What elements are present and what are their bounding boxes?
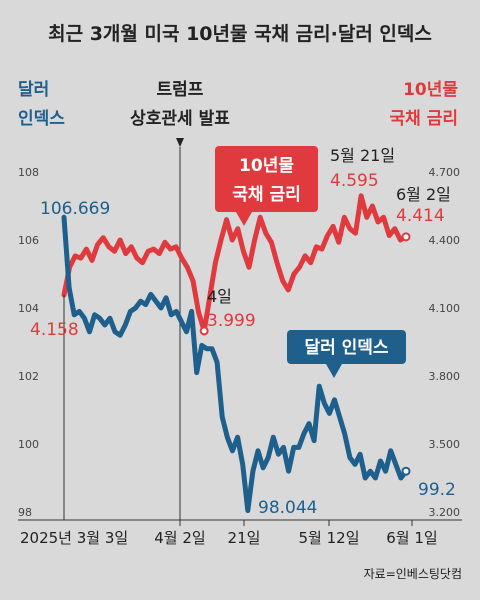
right-tick-label: 4.100 (429, 302, 461, 315)
rate-legend-box (215, 146, 318, 212)
left-tick-label: 98 (18, 506, 32, 519)
rate-low-label: 3.999 (207, 311, 256, 331)
event-label-line1: 트럼프 (157, 80, 204, 100)
rate-series-layer (61, 193, 411, 520)
right-tick-label: 4.400 (429, 234, 461, 247)
left-axis-label-line2: 인덱스 (18, 109, 65, 129)
rate-low-date: 4일 (207, 287, 232, 306)
left-tick-label: 108 (18, 166, 39, 179)
left-tick-label: 102 (18, 370, 39, 383)
dollar-series-layer (61, 214, 411, 513)
x-tick-label: 5월 12일 (299, 529, 360, 547)
dollar-end-marker (401, 466, 411, 476)
left-tick-label: 100 (18, 438, 39, 451)
dollar-start-label: 106.669 (40, 199, 110, 219)
left-axis-label-line1: 달러 (18, 79, 49, 100)
rate-series-line (61, 193, 409, 334)
dollar-series-line (61, 214, 409, 513)
dollar-legend-box (287, 330, 406, 364)
right-tick-label: 3.500 (429, 438, 461, 451)
x-tick-label: 6월 1일 (386, 529, 437, 547)
x-axis-ticks: 2025년 3월 3일 4월 2일 21일 5월 12일 6월 1일 (20, 520, 438, 547)
x-tick-label: 4월 2일 (154, 529, 205, 547)
rate-peak-date: 5월 21일 (330, 146, 395, 165)
rate-peak-label: 4.595 (330, 171, 379, 191)
rate-end-date: 6월 2일 (396, 185, 451, 204)
rate-end-marker (401, 232, 411, 242)
event-marker (176, 138, 184, 147)
left-tick-label: 106 (18, 234, 39, 247)
rate-legend-line2: 국채 금리 (232, 185, 300, 205)
rate-legend-pointer (236, 212, 252, 226)
chart-title: 최근 3개월 미국 10년물 국채 금리·달러 인덱스 (48, 23, 432, 45)
left-axis-ticks: 108 106 104 102 100 98 (18, 166, 39, 519)
right-axis-label-line2: 국채 금리 (390, 109, 458, 129)
right-axis-ticks: 4.700 4.400 4.100 3.800 3.500 3.200 (429, 166, 461, 519)
dollar-legend-pointer (326, 364, 342, 378)
event-label-line2: 상호관세 발표 (130, 109, 230, 129)
left-tick-label: 104 (18, 302, 39, 315)
right-tick-label: 3.200 (429, 506, 461, 519)
rate-legend-line1: 10년물 (239, 156, 294, 176)
x-tick-label: 21일 (228, 529, 261, 547)
source-label: 자료=인베스팅닷컴 (364, 567, 462, 581)
right-axis-label-line1: 10년물 (403, 80, 458, 100)
rate-low-marker (199, 326, 209, 336)
right-tick-label: 3.800 (429, 370, 461, 383)
dollar-end-label: 99.2 (418, 480, 456, 500)
right-tick-label: 4.700 (429, 166, 461, 179)
rate-end-label: 4.414 (396, 206, 445, 226)
dollar-legend-label: 달러 인덱스 (304, 337, 388, 358)
dollar-low-label: 98.044 (258, 498, 317, 518)
x-tick-label: 2025년 3월 3일 (20, 529, 128, 547)
rate-start-label: 4.158 (30, 320, 79, 340)
